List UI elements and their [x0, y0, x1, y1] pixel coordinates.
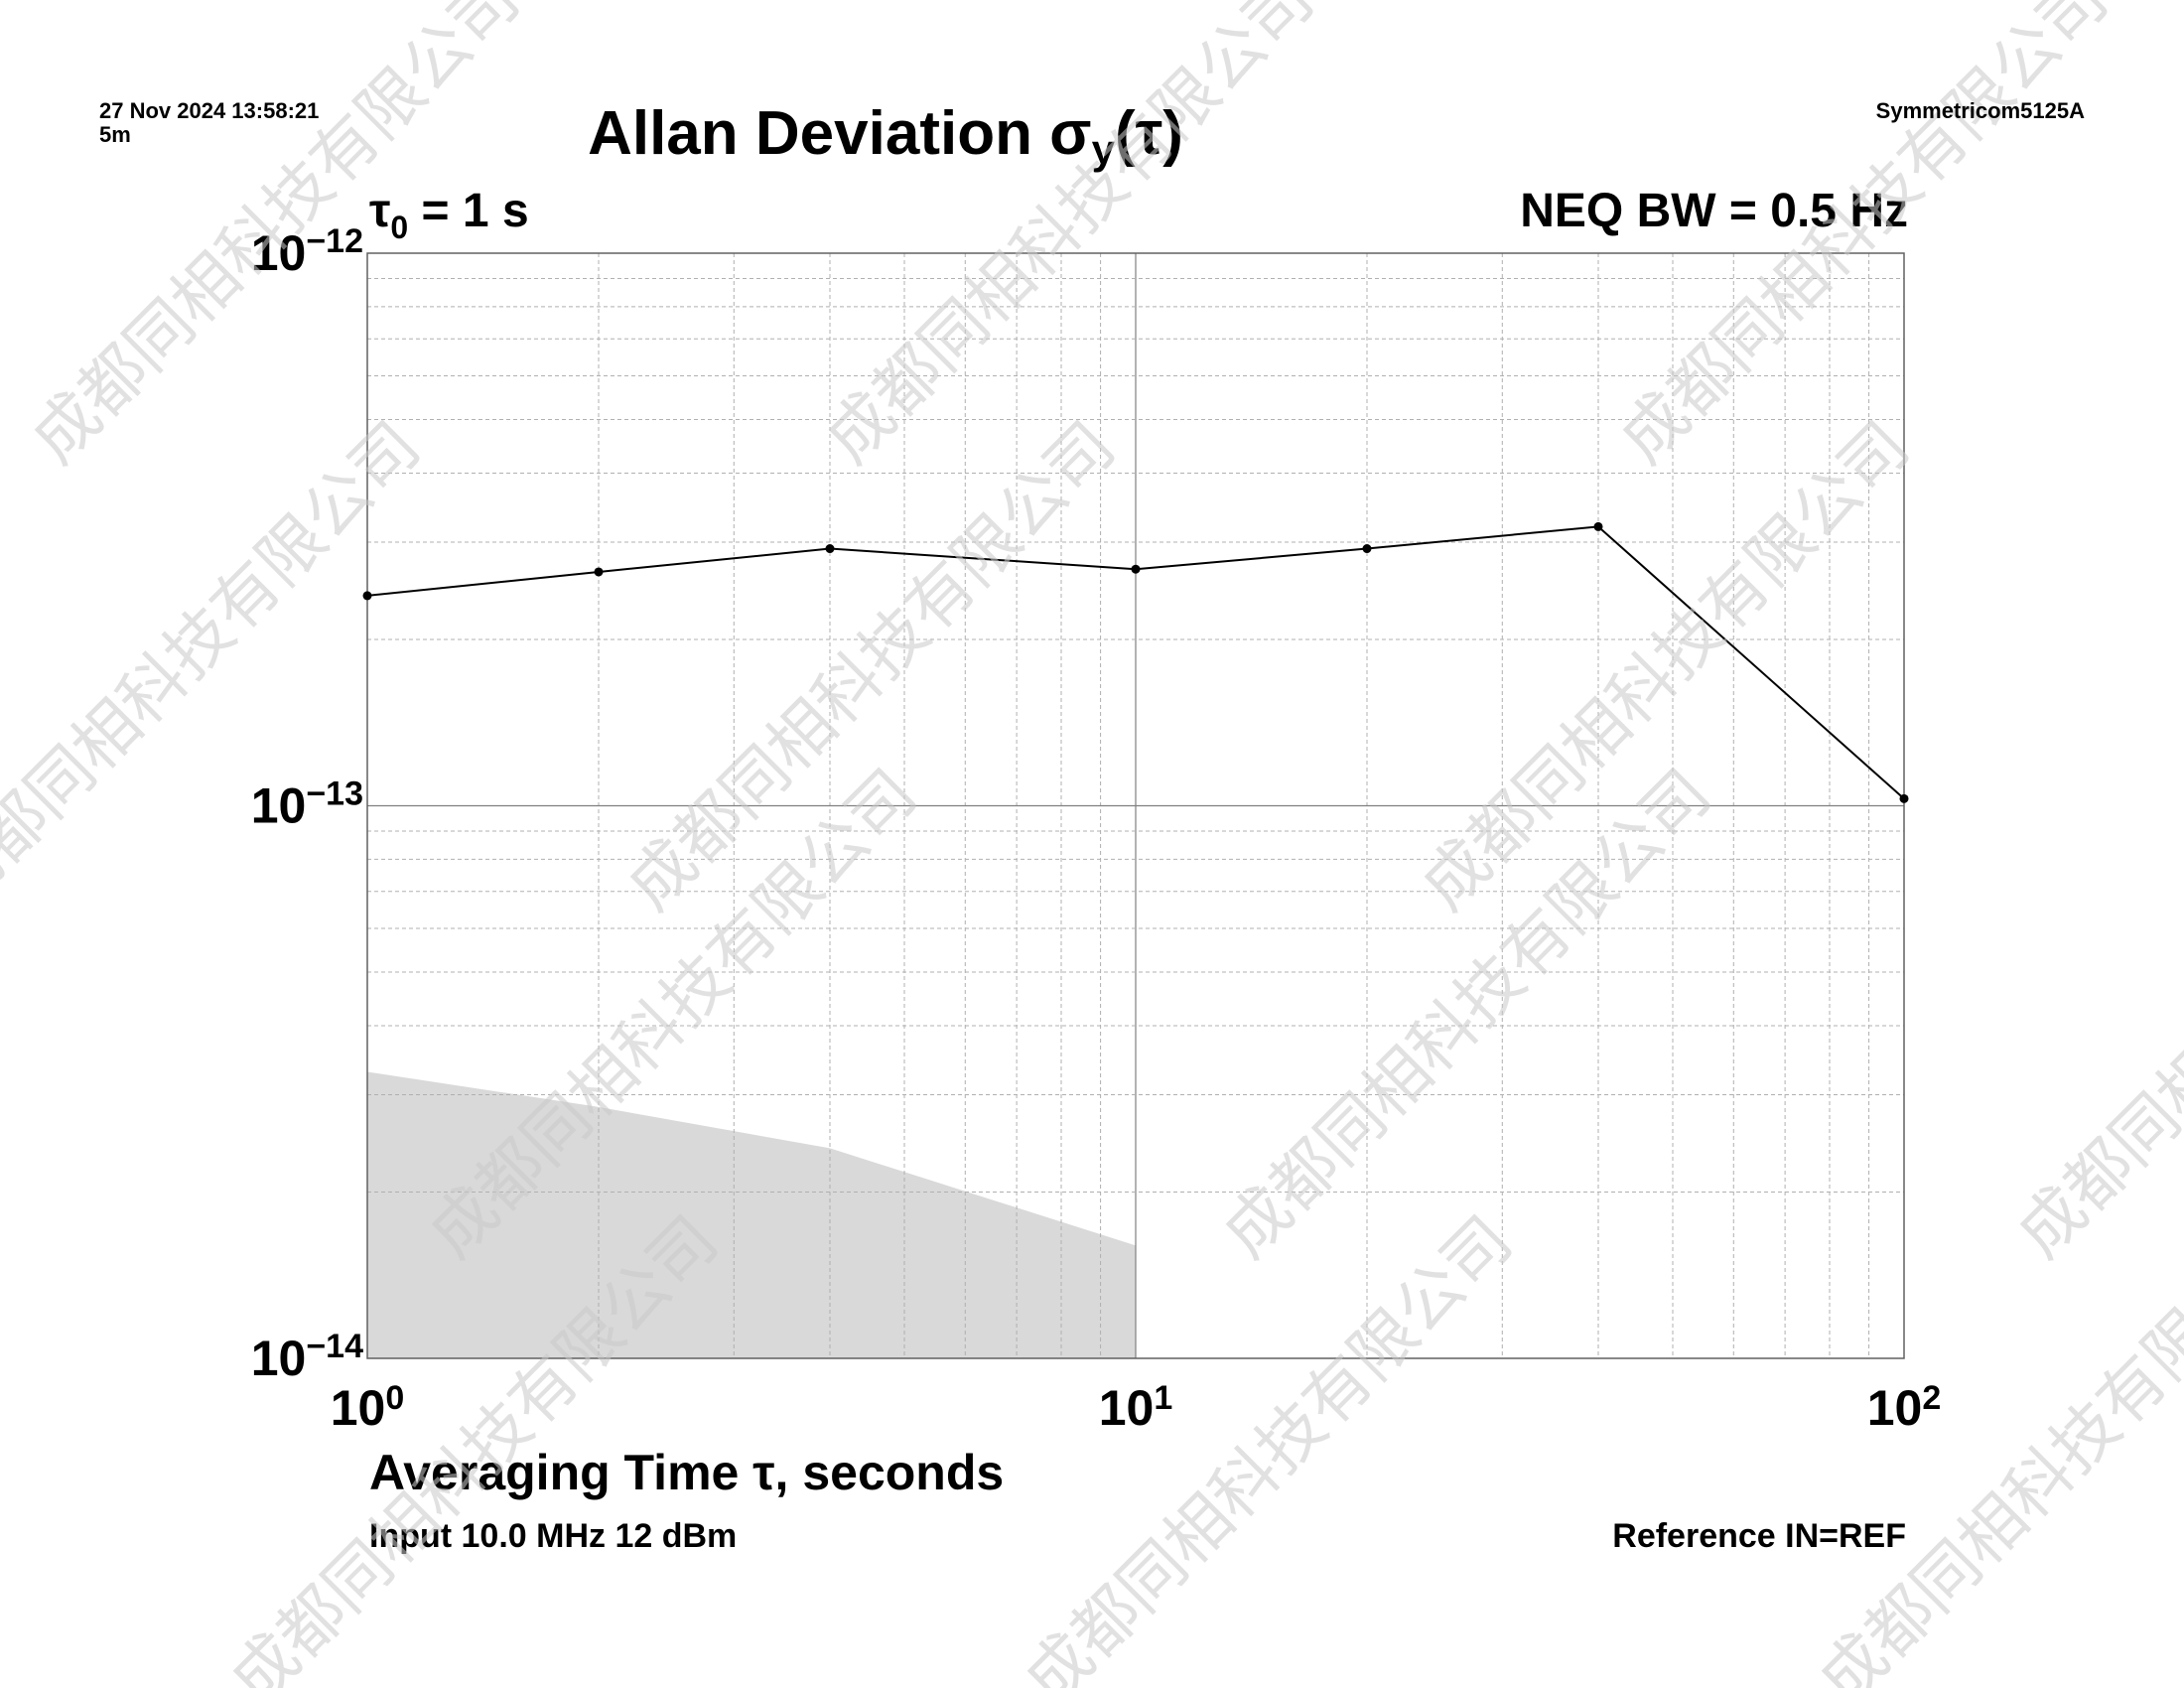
plot-grid	[367, 253, 1904, 1358]
confidence-band-area	[367, 1071, 1136, 1358]
y-tick-exponent: −12	[306, 222, 363, 260]
tau0-value: = 1 s	[408, 185, 528, 237]
data-point	[362, 591, 372, 601]
y-tick-base: 10	[251, 225, 307, 281]
x-tick-exponent: 0	[385, 1379, 404, 1417]
tau0-symbol: τ	[369, 185, 390, 237]
x-tick-base: 10	[331, 1380, 386, 1436]
y-tick-base: 10	[251, 1331, 307, 1386]
tau0-label: τ0 = 1 s	[369, 185, 529, 245]
data-point	[594, 567, 604, 577]
x-axis-label: Averaging Time τ, seconds	[369, 1445, 1004, 1500]
input-info: Input 10.0 MHz 12 dBm	[369, 1517, 737, 1555]
data-point	[1593, 521, 1603, 531]
watermark-text: 成都同相科技有限公司	[1804, 1201, 2184, 1688]
watermark-text: 成都同相科技有限公司	[1605, 0, 2122, 478]
tau0-subscript: 0	[390, 210, 408, 245]
bandwidth-label: NEQ BW = 0.5 Hz	[1520, 185, 1908, 237]
plot-frame	[366, 252, 1905, 1359]
timestamp: 27 Nov 2024 13:58:21	[99, 98, 320, 123]
x-tick-label: 101	[1099, 1379, 1173, 1436]
duration: 5m	[99, 122, 131, 147]
watermark-text: 成都同相科技有限公司	[2002, 755, 2184, 1272]
x-tick-exponent: 1	[1154, 1379, 1172, 1417]
data-point	[1131, 564, 1141, 574]
chart-title-sub: y	[1092, 126, 1116, 173]
chart-title-arg: (τ)	[1115, 99, 1183, 168]
data-point	[1899, 793, 1909, 803]
y-tick-base: 10	[251, 778, 307, 834]
y-tick-exponent: −14	[306, 1328, 363, 1365]
data-point	[1362, 544, 1372, 554]
data-point	[825, 544, 835, 554]
noise-floor-band	[367, 1071, 1136, 1358]
watermark-text: 成都同相科技有限公司	[17, 0, 534, 478]
x-tick-label: 102	[1867, 1379, 1942, 1436]
y-tick-exponent: −13	[306, 775, 363, 813]
y-tick-label: 10−12	[251, 222, 363, 281]
chart-title: Allan Deviation σy(τ)	[588, 99, 1183, 173]
reference-info: Reference IN=REF	[1612, 1517, 1906, 1555]
y-tick-label: 10−13	[251, 775, 363, 834]
y-tick-label: 10−14	[251, 1328, 363, 1386]
instrument-name: Symmetricom5125A	[1875, 98, 2085, 123]
x-tick-label: 100	[331, 1379, 405, 1436]
chart-title-main: Allan Deviation σ	[588, 99, 1092, 168]
data-series	[362, 521, 1909, 803]
watermark-text: 成都同相科技有限公司	[0, 407, 435, 924]
watermark-text: 成都同相科技有限公司	[811, 0, 1328, 478]
x-tick-exponent: 2	[1922, 1379, 1941, 1417]
x-tick-base: 10	[1099, 1380, 1155, 1436]
x-tick-base: 10	[1867, 1380, 1923, 1436]
